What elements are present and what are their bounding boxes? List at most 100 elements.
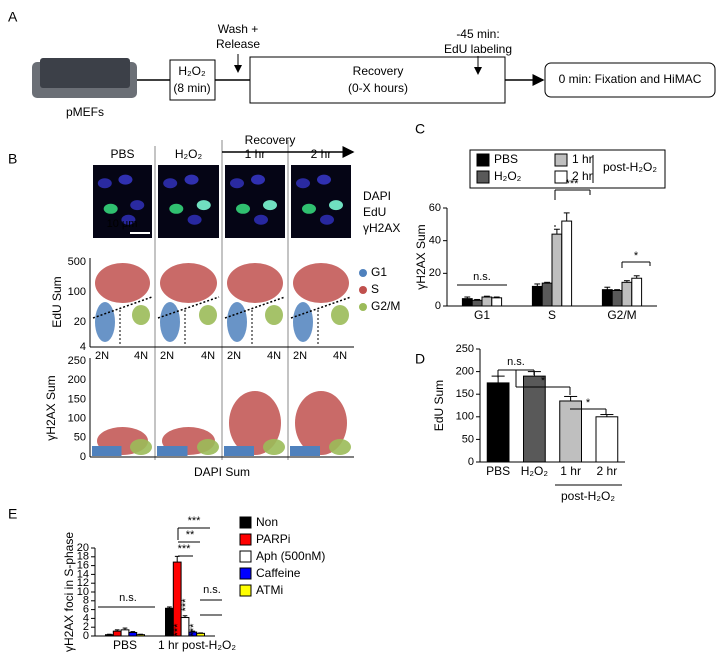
legend-swatch — [476, 153, 490, 167]
s-cloud — [295, 391, 347, 455]
channel-label: γH2AX — [363, 221, 400, 235]
bar — [461, 298, 473, 307]
scale-bar — [130, 232, 150, 234]
x-tick-label: 2N — [293, 350, 307, 362]
g2-cloud — [331, 305, 349, 325]
nucleus — [317, 174, 331, 185]
scale-bar-label: 10 μm — [107, 218, 138, 230]
axis-title: γH2AX foci in S-phase — [62, 532, 76, 652]
gate — [224, 296, 286, 319]
label: EdU labeling — [444, 42, 512, 56]
panel-label: A — [8, 9, 18, 25]
y-tick-label: 150 — [456, 388, 474, 400]
g2-cloud — [265, 305, 283, 325]
nucleus — [320, 214, 334, 225]
label: * — [586, 397, 591, 409]
label: H₂O₂ — [178, 64, 206, 78]
y-tick-label: 100 — [68, 413, 86, 425]
y-tick-label: 40 — [429, 235, 441, 247]
nucleus — [254, 214, 268, 225]
channel-label: DAPI — [363, 189, 391, 203]
legend-label: G1 — [371, 265, 387, 279]
label: * — [634, 250, 639, 262]
x-tick-label: PBS — [486, 464, 510, 478]
legend-label: PARPi — [256, 532, 290, 546]
bar — [561, 220, 573, 307]
nucleus — [230, 178, 244, 189]
nucleus — [163, 178, 178, 189]
g2-cloud — [329, 439, 351, 455]
y-tick-label: 0 — [435, 300, 441, 312]
y-tick-label: 4 — [83, 612, 89, 624]
legend-swatch — [239, 533, 252, 546]
x-tick-label: PBS — [113, 638, 137, 652]
plate-top — [40, 58, 130, 88]
legend-label: Non — [256, 515, 278, 529]
axis-title: γH2AX Sum — [44, 375, 58, 440]
legend-label: 2 hr — [572, 169, 593, 183]
x-tick-label: 4N — [134, 350, 148, 362]
bar — [481, 296, 493, 307]
label: *** — [566, 178, 580, 190]
x-tick-label: 2N — [227, 350, 241, 362]
diagram-a — [32, 54, 716, 104]
x-tick-label: G1 — [474, 308, 490, 322]
legend-label: ATMi — [256, 583, 283, 597]
label: (0-X hours) — [348, 81, 408, 95]
bar — [559, 400, 582, 463]
legend-box — [469, 149, 666, 189]
g1-cloud — [95, 302, 115, 342]
bar — [531, 285, 543, 307]
legend-label: H₂O₂ — [494, 169, 522, 183]
y-tick-label: 50 — [462, 433, 474, 445]
nucleus — [251, 174, 265, 185]
x-tick-label: 4N — [201, 350, 215, 362]
label: n.s. — [203, 584, 221, 596]
g1-cloud — [227, 302, 247, 342]
y-tick-label: 14 — [77, 568, 89, 580]
bar — [180, 617, 190, 637]
y-tick-label: 0 — [83, 630, 89, 642]
label: *** — [172, 623, 184, 637]
legend-label: PBS — [494, 152, 518, 166]
axis-title: EdU Sum — [50, 276, 64, 327]
x-tick-label: H₂O₂ — [521, 464, 549, 478]
gate — [92, 296, 153, 319]
bar — [471, 299, 483, 307]
y-tick-label: 250 — [68, 355, 86, 367]
bar — [136, 634, 145, 637]
bar — [112, 630, 122, 637]
nucleus — [103, 203, 118, 214]
label: Release — [216, 37, 260, 51]
label: Recovery — [245, 133, 296, 147]
legend-label: 1 hr — [572, 152, 593, 166]
panel-b-frame — [89, 140, 355, 460]
h2o2-box — [169, 59, 216, 101]
y-tick-label: 250 — [456, 343, 474, 355]
legend-label: Caffeine — [256, 566, 301, 580]
g2-cloud — [197, 439, 219, 455]
label: *** — [188, 515, 202, 527]
nucleus — [130, 200, 145, 211]
y-tick-label: 12 — [77, 577, 89, 589]
y-tick-label: 50 — [74, 432, 86, 444]
y-tick-label: 500 — [68, 256, 86, 268]
legend-swatch — [239, 567, 252, 580]
bar — [551, 233, 563, 307]
label: * — [541, 375, 546, 387]
bar — [196, 632, 205, 637]
x-tick-label: 4N — [267, 350, 281, 362]
s-cloud — [227, 263, 283, 303]
label: *** — [188, 623, 200, 637]
g2-cloud — [132, 305, 150, 325]
legend-swatch — [239, 584, 252, 597]
label: n.s. — [473, 271, 491, 283]
panel-label: D — [415, 351, 425, 367]
y-tick-label: 2 — [83, 621, 89, 633]
x-tick-label: 2N — [95, 350, 109, 362]
condition-label: 1 hr — [245, 147, 266, 161]
legend-marker — [359, 269, 367, 277]
legend-marker — [359, 286, 367, 294]
legend-swatch — [476, 170, 490, 184]
